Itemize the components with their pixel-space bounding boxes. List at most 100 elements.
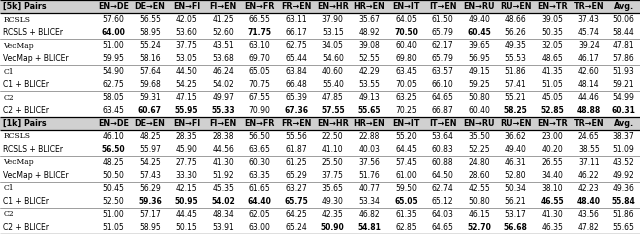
Text: 42.23: 42.23 (578, 184, 600, 193)
Text: 41.30: 41.30 (212, 158, 234, 167)
Text: 24.65: 24.65 (578, 132, 600, 141)
Text: 25.50: 25.50 (322, 158, 344, 167)
Text: 48.88: 48.88 (577, 106, 601, 115)
Text: 51.00: 51.00 (102, 41, 124, 50)
Text: 62.85: 62.85 (395, 223, 417, 232)
Text: 69.70: 69.70 (249, 54, 271, 63)
Text: 50.95: 50.95 (175, 197, 198, 206)
Text: RCSLS: RCSLS (3, 15, 30, 23)
Text: 37.75: 37.75 (322, 171, 344, 180)
Text: EN→HR: EN→HR (317, 2, 349, 11)
Text: 61.65: 61.65 (249, 184, 271, 193)
Text: VecMap + BLICEr: VecMap + BLICEr (3, 171, 69, 180)
Text: 62.17: 62.17 (432, 41, 453, 50)
Text: RCSLS: RCSLS (3, 132, 30, 140)
Text: 49.13: 49.13 (358, 93, 380, 102)
Text: 67.55: 67.55 (249, 93, 271, 102)
Text: 55.95: 55.95 (175, 106, 198, 115)
Bar (0, 26, 640, 39)
Text: 56.55: 56.55 (139, 15, 161, 24)
Bar (0, 52, 640, 65)
Text: 61.00: 61.00 (395, 171, 417, 180)
Text: 60.83: 60.83 (431, 145, 453, 154)
Text: 51.86: 51.86 (612, 210, 634, 219)
Bar (0, 13, 640, 26)
Text: 49.30: 49.30 (322, 197, 344, 206)
Bar (0, 78, 640, 91)
Text: 58.25: 58.25 (504, 106, 527, 115)
Text: C1 + BLICEr: C1 + BLICEr (3, 197, 49, 206)
Text: 70.05: 70.05 (395, 80, 417, 89)
Text: 46.24: 46.24 (212, 67, 234, 76)
Text: 48.40: 48.40 (577, 197, 601, 206)
Text: 58.16: 58.16 (139, 54, 161, 63)
Text: 39.05: 39.05 (541, 15, 563, 24)
Text: 55.24: 55.24 (139, 41, 161, 50)
Text: 28.38: 28.38 (212, 132, 234, 141)
Bar (0, 143, 640, 156)
Text: 47.81: 47.81 (612, 41, 634, 50)
Bar (0, 208, 640, 221)
Text: 52.85: 52.85 (540, 106, 564, 115)
Text: 50.90: 50.90 (321, 223, 345, 232)
Text: 34.40: 34.40 (541, 171, 563, 180)
Text: 39.65: 39.65 (468, 41, 490, 50)
Text: 40.20: 40.20 (541, 145, 563, 154)
Text: 46.82: 46.82 (358, 210, 380, 219)
Text: 42.35: 42.35 (322, 210, 344, 219)
Text: 50.35: 50.35 (541, 28, 563, 37)
Text: 58.95: 58.95 (139, 223, 161, 232)
Text: 42.60: 42.60 (578, 67, 600, 76)
Text: 71.75: 71.75 (248, 28, 271, 37)
Text: EN→DE: EN→DE (98, 2, 129, 11)
Text: 54.02: 54.02 (212, 80, 234, 89)
Text: 45.05: 45.05 (541, 93, 563, 102)
Text: 52.25: 52.25 (468, 145, 490, 154)
Text: 49.15: 49.15 (468, 67, 490, 76)
Text: 63.57: 63.57 (431, 67, 454, 76)
Text: 61.35: 61.35 (395, 210, 417, 219)
Bar (0, 104, 640, 117)
Text: Avg.: Avg. (614, 119, 634, 128)
Text: C1: C1 (3, 67, 14, 76)
Text: 60.45: 60.45 (467, 28, 491, 37)
Text: 65.44: 65.44 (285, 54, 307, 63)
Text: 65.05: 65.05 (249, 67, 271, 76)
Text: 46.15: 46.15 (468, 210, 490, 219)
Text: 53.15: 53.15 (322, 28, 344, 37)
Text: 55.65: 55.65 (358, 106, 381, 115)
Text: 57.45: 57.45 (395, 158, 417, 167)
Text: EN→FI: EN→FI (173, 119, 200, 128)
Text: 51.92: 51.92 (212, 171, 234, 180)
Text: 57.55: 57.55 (321, 106, 344, 115)
Text: 70.25: 70.25 (395, 106, 417, 115)
Text: 42.05: 42.05 (175, 15, 197, 24)
Text: 35.65: 35.65 (322, 184, 344, 193)
Text: 44.50: 44.50 (175, 67, 198, 76)
Text: 51.93: 51.93 (612, 67, 634, 76)
Bar (0, 130, 640, 143)
Text: TR→EN: TR→EN (573, 119, 604, 128)
Text: RCSLS + BLICEr: RCSLS + BLICEr (3, 145, 63, 154)
Text: 44.45: 44.45 (175, 210, 198, 219)
Text: 59.25: 59.25 (468, 80, 490, 89)
Text: 62.05: 62.05 (249, 210, 271, 219)
Text: 60.67: 60.67 (138, 106, 162, 115)
Text: 60.31: 60.31 (612, 106, 636, 115)
Text: 52.50: 52.50 (102, 197, 124, 206)
Text: 40.60: 40.60 (322, 67, 344, 76)
Text: 65.24: 65.24 (285, 223, 307, 232)
Text: 65.05: 65.05 (394, 197, 418, 206)
Text: 51.00: 51.00 (102, 210, 124, 219)
Text: 62.74: 62.74 (431, 184, 453, 193)
Text: 62.75: 62.75 (102, 80, 124, 89)
Text: 59.36: 59.36 (138, 197, 162, 206)
Text: 54.81: 54.81 (357, 223, 381, 232)
Text: 50.06: 50.06 (612, 15, 634, 24)
Text: 46.55: 46.55 (540, 197, 564, 206)
Text: 44.56: 44.56 (212, 145, 234, 154)
Text: 45.74: 45.74 (578, 28, 600, 37)
Text: 44.46: 44.46 (578, 93, 600, 102)
Text: 54.60: 54.60 (322, 54, 344, 63)
Text: 34.05: 34.05 (322, 41, 344, 50)
